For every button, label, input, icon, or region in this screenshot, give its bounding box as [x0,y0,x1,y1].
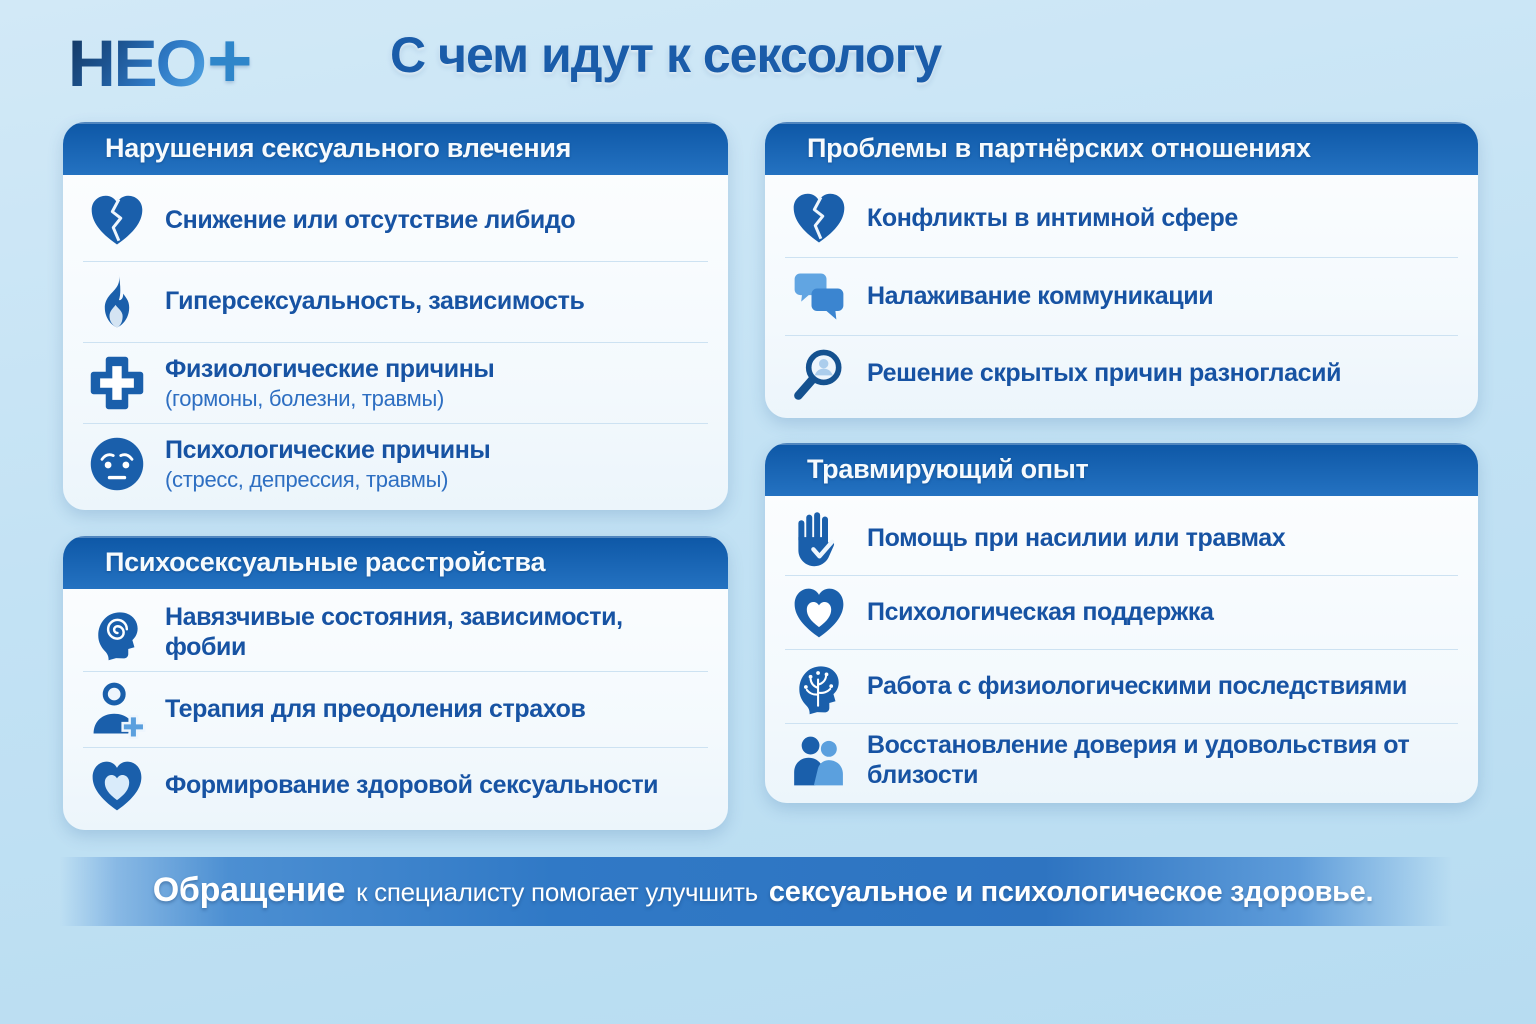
list-item: Работа с физиологическими последствиями [785,649,1458,723]
card-title: Психосексуальные расстройства [105,547,546,577]
medical-cross-icon [87,353,147,413]
list-item-text: Гиперсексуальность, зависимость [165,287,585,316]
list-item-text: Формирование здоровой сексуальности [165,771,659,800]
card-desire-disorders: Нарушения сексуального влечения Снижение… [63,122,728,510]
list-item: Психологическая поддержка [785,575,1458,649]
list-item-text: Работа с физиологическими последствиями [867,671,1407,700]
couple-embrace-icon [789,731,849,791]
card-header: Проблемы в партнёрских отношениях [765,122,1478,175]
list-item-text: Решение скрытых причин разногласий [867,359,1342,388]
list-item: Помощь при насилии или травмах [785,502,1458,575]
brand-logo-text: НЕО [68,26,207,100]
hypnosis-head-icon [87,603,147,663]
list-item: Физиологические причины (гормоны, болезн… [83,342,708,423]
brand-logo: НЕО + [68,16,253,104]
card-title: Нарушения сексуального влечения [105,133,572,163]
card-traumatic-experience: Травмирующий опыт Помощь при насилии или… [765,443,1478,803]
list-item-text: Помощь при насилии или травмах [867,523,1286,552]
magnifier-person-icon [789,344,849,404]
list-item-text: Физиологические причины [165,354,495,383]
list-item: Формирование здоровой сексуальности [83,747,708,824]
list-item: Гиперсексуальность, зависимость [83,261,708,342]
list-item-text: Терапия для преодоления страхов [165,694,586,723]
card-header: Травмирующий опыт [765,443,1478,496]
flame-icon [87,272,147,332]
footer-emphasis-text: сексуальное и психологическое здоровье. [768,876,1374,908]
list-item: Навязчивые состояния, зависимости, фобии [83,595,708,671]
broken-heart-icon [789,189,849,249]
list-item: Конфликты в интимной сфере [785,181,1458,257]
footer-lead-text: Обращение [152,871,346,909]
list-item-text: Восстановление доверия и удовольствия от… [867,731,1410,789]
worried-face-icon [87,434,147,494]
list-item: Решение скрытых причин разногласий [785,334,1458,412]
list-item-text: Навязчивые состояния, зависимости, фобии [165,603,623,661]
card-body: Помощь при насилии или травмах Психологи… [765,496,1478,803]
card-body: Снижение или отсутствие либидо Гиперсекс… [63,175,728,510]
page-title: С чем идут к сексологу [390,27,942,83]
support-heart-icon [789,583,849,643]
card-header: Нарушения сексуального влечения [63,122,728,175]
brand-logo-plus-icon: + [207,16,253,104]
list-item: Терапия для преодоления страхов [83,670,708,748]
card-title: Травмирующий опыт [807,454,1089,484]
list-item: Налаживание коммуникации [785,257,1458,334]
card-body: Конфликты в интимной сфере Налаживание к… [765,175,1478,418]
broken-heart-icon [87,191,147,251]
list-item: Снижение или отсутствие либидо [83,181,708,261]
stop-hand-icon [789,509,849,569]
card-body: Навязчивые состояния, зависимости, фобии… [63,589,728,830]
healthy-heart-icon [87,756,147,816]
list-item-subtext: (гормоны, болезни, травмы) [165,386,445,412]
therapist-person-icon [87,680,147,740]
footer-middle-text: к специалисту помогает улучшить [356,877,758,907]
list-item-text: Налаживание коммуникации [867,281,1214,310]
card-title: Проблемы в партнёрских отношениях [807,133,1311,163]
list-item-text: Психологические причины [165,435,491,464]
card-partner-problems: Проблемы в партнёрских отношениях Конфли… [765,122,1478,418]
list-item-text: Конфликты в интимной сфере [867,204,1238,233]
list-item: Психологические причины (стресс, депресс… [83,423,708,504]
list-item-subtext: (стресс, депрессия, травмы) [165,467,449,493]
list-item-text: Снижение или отсутствие либидо [165,206,576,235]
chat-bubbles-icon [789,266,849,326]
list-item-text: Психологическая поддержка [867,597,1214,626]
footer-banner: Обращение к специалисту помогает улучшит… [60,857,1466,926]
list-item: Восстановление доверия и удовольствия от… [785,723,1458,797]
card-psychosexual-disorders: Психосексуальные расстройства Навязчивые… [63,536,728,830]
mind-tree-icon [789,657,849,717]
card-header: Психосексуальные расстройства [63,536,728,589]
